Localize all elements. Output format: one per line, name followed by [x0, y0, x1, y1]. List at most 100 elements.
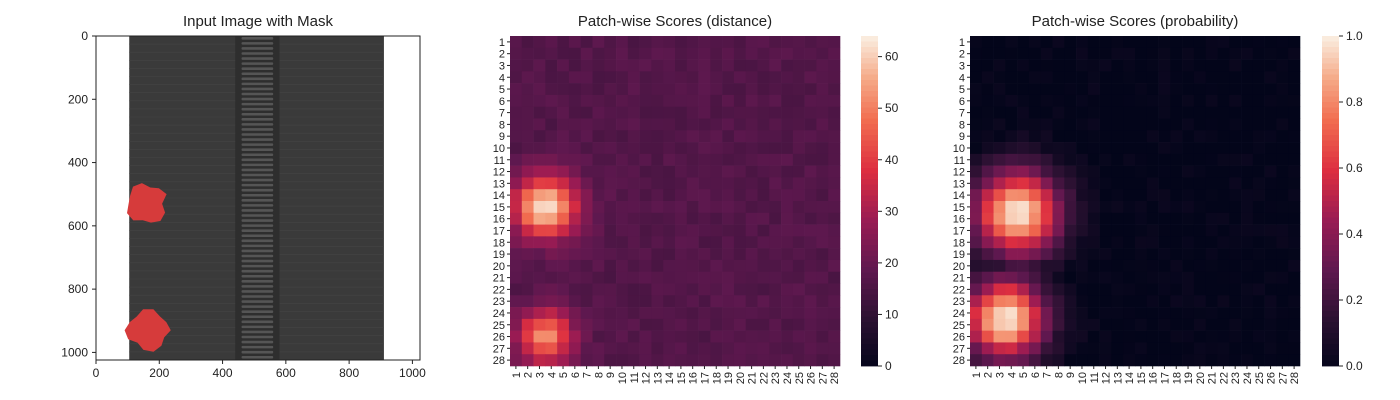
probability-heatmap-col-labels: 1 2 3 4 5 6 7 8 9 10 11 12 13 14 15 16 17 18 19 20 21 22 23 24 2… — [971, 366, 1301, 384]
heatmap-cell — [1205, 165, 1218, 178]
heatmap-cell — [592, 236, 605, 249]
heatmap-cell — [1135, 212, 1148, 225]
heatmap-cell — [1241, 189, 1254, 202]
heatmap-cell — [1028, 71, 1042, 84]
heatmap-cell — [1276, 59, 1289, 72]
heatmap-cell — [1205, 271, 1218, 284]
row-tick-label: 16 — [493, 214, 505, 226]
heatmap-cell — [828, 94, 841, 108]
heatmap-cell — [1252, 259, 1265, 273]
heatmap-cell — [568, 106, 582, 119]
heatmap-cell — [698, 295, 711, 308]
heatmap-cell — [651, 283, 664, 296]
heatmap-cell — [792, 224, 805, 237]
heatmap-cell — [733, 47, 747, 60]
heatmap-cell — [592, 130, 605, 143]
heatmap-cell — [1005, 36, 1018, 49]
heatmap-cell — [1040, 283, 1053, 296]
heatmap-cell — [1135, 71, 1148, 84]
heatmap-cell — [1252, 212, 1265, 225]
heatmap-cell — [828, 130, 841, 143]
heatmap-cell — [1229, 342, 1242, 355]
heatmap-cell — [1252, 307, 1265, 320]
heatmap-cell — [557, 94, 570, 108]
heatmap-cell — [1193, 330, 1207, 343]
heatmap-cell — [745, 212, 758, 225]
heatmap-cell — [757, 59, 770, 72]
heatmap-cell — [781, 177, 794, 190]
heatmap-cell — [627, 142, 640, 155]
heatmap-cell — [580, 330, 593, 343]
heatmap-cell — [1205, 318, 1218, 331]
heatmap-cell — [1241, 248, 1254, 261]
heatmap-cell — [521, 212, 534, 225]
heatmap-cell — [1193, 271, 1207, 284]
heatmap-cell — [510, 36, 523, 49]
heatmap-cell — [1017, 59, 1030, 72]
heatmap-cell — [1229, 94, 1242, 108]
heatmap-cell — [1193, 354, 1207, 367]
zipper-tooth — [241, 62, 274, 65]
heatmap-cell — [1264, 236, 1277, 249]
heatmap-cell — [1252, 224, 1265, 237]
heatmap-cell — [1217, 307, 1230, 320]
col-tick-label: 19 — [1183, 372, 1195, 384]
heatmap-cell — [1028, 342, 1042, 355]
heatmap-cell — [1076, 271, 1089, 284]
heatmap-cell — [698, 71, 711, 84]
heatmap-cell — [557, 295, 570, 308]
heatmap-cell — [545, 165, 558, 178]
colorbar-segment — [861, 349, 878, 356]
heatmap-cell — [1064, 83, 1077, 96]
zipper-tooth — [241, 193, 274, 197]
heatmap-cell — [710, 271, 723, 284]
heatmap-cell — [616, 248, 629, 261]
heatmap-cell — [1170, 94, 1183, 108]
col-tick-label: 12 — [641, 372, 653, 384]
heatmap-cell — [1288, 307, 1301, 320]
heatmap-cell — [757, 142, 770, 155]
heatmap-cell — [970, 236, 983, 249]
heatmap-cell — [1111, 177, 1124, 190]
heatmap-cell — [557, 271, 570, 284]
heatmap-cell — [1217, 248, 1230, 261]
heatmap-cell — [533, 165, 546, 178]
heatmap-cell — [1288, 94, 1301, 108]
heatmap-cell — [745, 295, 758, 308]
heatmap-cell — [1135, 259, 1148, 273]
colorbar-segment — [1322, 91, 1339, 97]
heatmap-cell — [993, 36, 1006, 49]
colorbar-tick-label: 0.4 — [1346, 227, 1363, 241]
heatmap-cell — [510, 342, 523, 355]
heatmap-cell — [1264, 330, 1277, 343]
heatmap-cell — [1158, 307, 1171, 320]
colorbar-segment — [1322, 289, 1339, 295]
heatmap-cell — [675, 283, 688, 296]
heatmap-cell — [1182, 47, 1195, 60]
heatmap-cell — [722, 201, 735, 214]
heatmap-cell — [1276, 248, 1289, 261]
colorbar-segment — [861, 355, 878, 361]
heatmap-cell — [1288, 295, 1301, 308]
heatmap-cell — [639, 153, 652, 166]
heatmap-cell — [1193, 342, 1207, 355]
heatmap-cell — [981, 248, 994, 261]
heatmap-cell — [781, 47, 794, 60]
heatmap-cell — [521, 318, 534, 331]
heatmap-cell — [1252, 106, 1265, 119]
heatmap-cell — [710, 118, 723, 131]
heatmap-cell — [792, 236, 805, 249]
heatmap-cell — [1135, 47, 1148, 60]
heatmap-cell — [686, 142, 699, 155]
heatmap-cell — [1146, 318, 1159, 331]
col-tick-label: 17 — [1159, 372, 1171, 384]
colorbar-segment — [861, 278, 878, 284]
heatmap-cell — [1276, 318, 1289, 331]
heatmap-cell — [533, 36, 546, 49]
heatmap-cell — [757, 36, 770, 49]
row-tick-label: 19 — [493, 249, 505, 261]
heatmap-cell — [1146, 165, 1159, 178]
heatmap-cell — [521, 130, 534, 143]
heatmap-cell — [804, 342, 817, 355]
heatmap-cell — [521, 295, 534, 308]
